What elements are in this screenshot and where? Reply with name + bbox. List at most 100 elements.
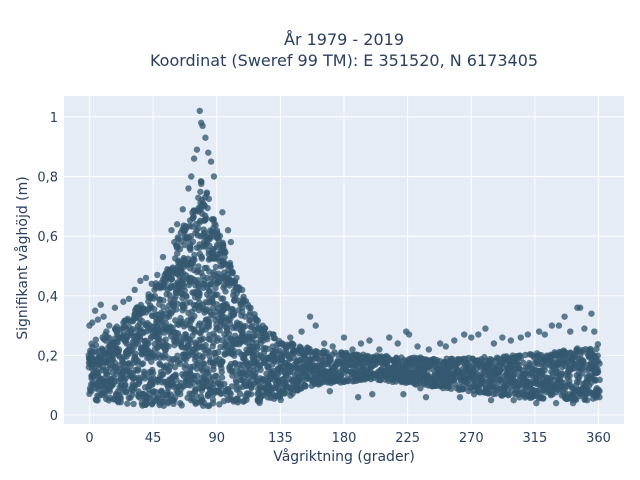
- data-point: [297, 375, 305, 382]
- data-point: [230, 347, 238, 355]
- data-point: [227, 238, 235, 246]
- data-point: [594, 341, 602, 348]
- data-point: [227, 263, 234, 270]
- data-point: [366, 337, 373, 344]
- data-point: [329, 343, 336, 350]
- data-point: [203, 190, 210, 198]
- data-point: [156, 360, 163, 367]
- data-point: [292, 379, 300, 386]
- data-point: [171, 238, 178, 246]
- data-point: [520, 359, 527, 367]
- data-point: [252, 331, 260, 339]
- data-point: [224, 226, 232, 234]
- data-point: [198, 253, 205, 261]
- x-tick-label: 135: [268, 431, 293, 446]
- data-point: [103, 328, 110, 335]
- data-point: [257, 366, 264, 374]
- data-point: [247, 390, 255, 398]
- data-point: [192, 387, 199, 394]
- data-point: [594, 368, 602, 375]
- data-point: [580, 358, 587, 366]
- data-point: [576, 304, 584, 311]
- data-point: [264, 345, 271, 353]
- data-point: [215, 270, 222, 277]
- data-point: [148, 380, 156, 388]
- chart-title-line-2: Koordinat (Sweref 99 TM): E 351520, N 61…: [150, 51, 538, 70]
- chart-title-line-1: År 1979 - 2019: [284, 30, 404, 49]
- data-point: [232, 376, 240, 384]
- data-point: [106, 322, 113, 329]
- data-point: [129, 391, 136, 398]
- data-point: [199, 335, 207, 342]
- data-point: [205, 195, 213, 203]
- x-tick-label: 45: [145, 431, 162, 446]
- data-point: [171, 363, 179, 371]
- data-point: [87, 387, 95, 395]
- data-point: [233, 274, 240, 282]
- data-point: [188, 173, 195, 180]
- data-point: [181, 287, 188, 294]
- data-point: [417, 385, 424, 392]
- data-point: [540, 395, 547, 402]
- data-point: [86, 322, 93, 329]
- data-point: [149, 369, 157, 377]
- x-tick-label: 315: [522, 431, 547, 446]
- data-point: [210, 173, 218, 180]
- data-point: [132, 350, 139, 357]
- data-point: [196, 292, 203, 299]
- data-point: [187, 232, 195, 240]
- data-point: [357, 340, 365, 347]
- data-point: [558, 370, 566, 377]
- data-point: [182, 292, 190, 299]
- data-point: [172, 372, 179, 380]
- data-point: [321, 340, 328, 347]
- data-point: [205, 149, 212, 156]
- data-point: [197, 188, 204, 195]
- data-point: [160, 297, 167, 304]
- data-point: [117, 395, 124, 402]
- data-point: [205, 318, 213, 326]
- data-point: [122, 382, 129, 390]
- data-point: [422, 393, 430, 401]
- data-point: [596, 376, 603, 384]
- data-point: [229, 312, 237, 319]
- data-point: [349, 346, 356, 353]
- data-point: [194, 224, 202, 232]
- data-point: [194, 359, 202, 366]
- data-point: [199, 200, 207, 207]
- data-point: [566, 377, 573, 385]
- data-point: [561, 313, 568, 320]
- data-point: [327, 356, 334, 363]
- data-point: [447, 385, 455, 392]
- data-point: [480, 377, 487, 385]
- data-point: [199, 360, 207, 367]
- data-point: [451, 337, 458, 344]
- data-point: [278, 340, 285, 347]
- data-point: [111, 359, 119, 367]
- data-point: [91, 307, 99, 314]
- data-point: [289, 342, 297, 349]
- data-point: [212, 263, 220, 271]
- data-point: [168, 275, 175, 283]
- data-point: [595, 386, 602, 394]
- data-point: [130, 400, 137, 408]
- data-point: [225, 330, 233, 337]
- data-point: [569, 399, 577, 407]
- data-point: [191, 327, 198, 334]
- data-point: [181, 304, 188, 312]
- data-point: [166, 291, 173, 299]
- data-point: [326, 388, 334, 395]
- data-point: [567, 328, 574, 335]
- data-point: [253, 316, 260, 323]
- data-point: [166, 363, 174, 371]
- data-point: [190, 213, 197, 221]
- data-point: [125, 295, 133, 302]
- data-point: [505, 391, 513, 399]
- data-point: [178, 402, 185, 409]
- data-point: [185, 185, 192, 192]
- data-point: [584, 396, 591, 404]
- data-point: [196, 107, 203, 115]
- data-point: [191, 256, 198, 264]
- data-point: [170, 400, 177, 408]
- data-point: [386, 334, 393, 341]
